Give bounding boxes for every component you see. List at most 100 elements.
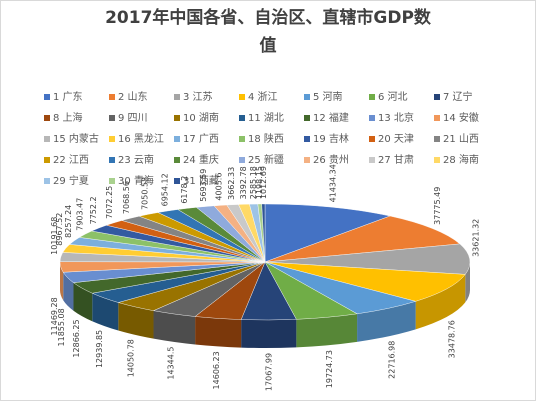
legend-label: 13 北京 [378,111,414,124]
legend-label: 24 重庆 [183,153,219,166]
slice-side [92,293,119,331]
legend-label: 10 湖南 [183,111,219,124]
data-label: 1012.69 [259,166,268,199]
data-label: 12866.25 [72,319,81,357]
data-label: 12939.85 [95,330,104,368]
legend-label: 7 辽宁 [443,90,473,103]
data-label: 6178.2 [180,176,189,204]
legend-label: 8 上海 [53,111,83,124]
data-label: 7752.2 [89,196,98,224]
legend-label: 30 青海 [118,174,154,187]
slice-side [296,313,358,348]
legend-swatch [109,157,115,163]
legend-label: 29 宁夏 [53,174,89,187]
slice-side [357,301,416,342]
legend-swatch [174,115,180,121]
legend-label: 16 黑龙江 [118,132,164,145]
legend-swatch [369,94,375,100]
data-label: 8257.24 [64,205,73,238]
legend-swatch [434,157,440,163]
legend-swatch [239,136,245,142]
legend-swatch [174,157,180,163]
slice-side [73,282,93,322]
legend-label: 6 河北 [378,91,408,103]
data-label: 11855.08 [57,308,66,346]
legend-label: 4 浙江 [248,91,278,103]
data-label: 17067.99 [264,353,273,391]
slice-side [153,310,196,345]
data-label: 1198.15 [255,166,264,199]
data-label: 7050.58 [140,177,149,210]
legend-label: 18 陕西 [248,132,284,145]
legend-label: 14 安徽 [443,111,479,124]
data-label: 4005.6 [215,173,224,201]
slice-side [118,302,154,339]
legend-swatch [174,136,180,142]
chart-title: 2017年中国各省、自治区、直辖市GDP数 [105,7,432,28]
legend-label: 31 西藏 [183,175,219,187]
legend-label: 22 江西 [53,154,89,166]
legend-swatch [109,136,115,142]
legend-swatch [434,115,440,121]
data-label: 7068.56 [122,181,131,214]
legend-swatch [304,94,310,100]
legend-label: 21 山西 [443,133,479,145]
data-label: 7903.47 [75,198,84,231]
legend-swatch [44,178,50,184]
legend-label: 12 福建 [313,111,349,124]
data-label: 8967.52 [55,213,64,246]
data-label: 14050.78 [127,339,136,377]
legend-label: 17 广西 [183,133,219,145]
legend-swatch [304,136,310,142]
legend-label: 20 天津 [378,133,414,145]
data-label: 3392.78 [239,166,248,199]
legend-swatch [44,115,50,121]
legend-label: 26 贵州 [313,153,349,166]
legend-swatch [434,94,440,100]
slice [261,203,266,263]
legend-label: 28 海南 [443,153,479,166]
data-label: 6954.12 [160,173,169,206]
legend-swatch [239,157,245,163]
legend-swatch [109,115,115,121]
legend-label: 1 广东 [53,90,83,103]
data-label: 2585.18 [249,166,258,199]
legend-label: 19 吉林 [313,132,349,145]
legend-label: 23 云南 [118,153,154,166]
legend-label: 15 内蒙古 [53,132,99,145]
legend-swatch [239,115,245,121]
data-label: 19724.73 [325,350,334,388]
data-label: 3662.33 [227,167,236,200]
slice [264,261,466,302]
legend-swatch [304,115,310,121]
legend-swatch [304,157,310,163]
data-label: 14606.23 [212,351,221,389]
data-label: 37775.49 [433,187,442,225]
legend-label: 3 江苏 [183,90,213,103]
legend-swatch [369,157,375,163]
data-label: 22716.98 [388,341,397,379]
legend-swatch [369,115,375,121]
slice-side [63,272,74,311]
slice [264,243,471,275]
slice-side [60,262,64,301]
legend-swatch [44,136,50,142]
legend-swatch [44,94,50,100]
legend-swatch [434,136,440,142]
chart-title-line2: 值 [260,35,277,56]
legend-label: 9 四川 [118,113,148,124]
legend-label: 11 湖北 [248,112,284,124]
slice-side [195,316,242,348]
data-label: 5693.59 [199,169,208,202]
legend-swatch [174,94,180,100]
slice-side [241,319,297,348]
legend-swatch [44,157,50,163]
data-label: 33478.76 [448,320,457,358]
data-label: 10191.68 [50,217,59,255]
legend-label: 25 新疆 [248,153,284,166]
data-label: 7072.25 [105,186,114,219]
data-label: 33621.32 [471,219,480,257]
data-label: 41434.34 [329,164,338,202]
legend-label: 27 甘肃 [378,153,414,166]
